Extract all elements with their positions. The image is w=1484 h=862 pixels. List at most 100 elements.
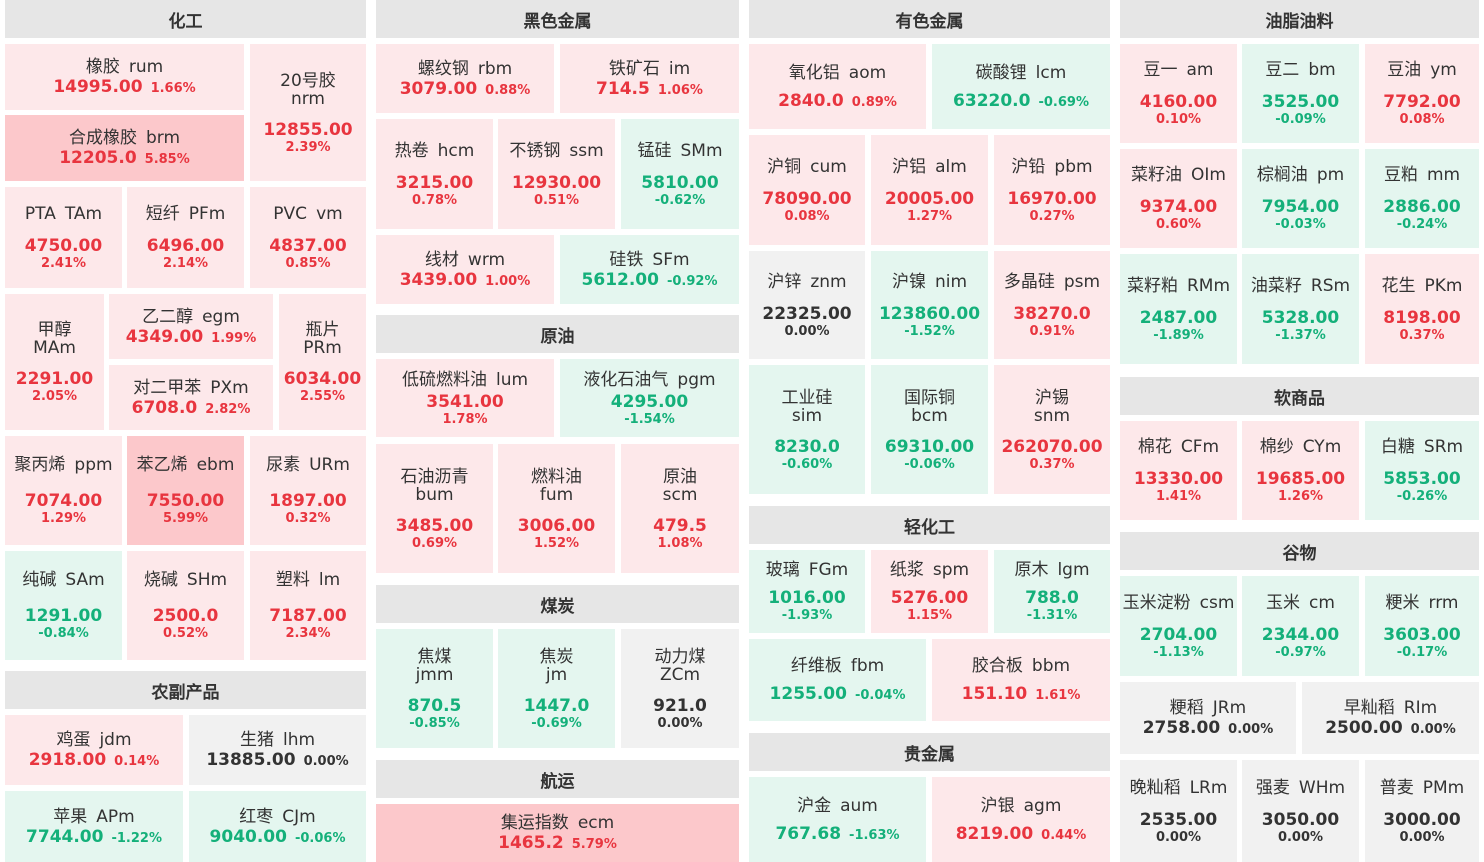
tile-URm[interactable]: 尿素 URm 1897.00 0.32% <box>250 436 366 545</box>
tile-ym[interactable]: 豆油 ym 7792.00 0.08% <box>1365 44 1479 143</box>
tile-znm[interactable]: 沪锌 znm 22325.00 0.00% <box>749 251 865 359</box>
tile-jm[interactable]: 焦炭 jm 1447.0 -0.69% <box>498 629 615 748</box>
tile-SRm[interactable]: 白糖 SRm 5853.00 -0.26% <box>1365 421 1479 520</box>
tile-bm[interactable]: 豆二 bm 3525.00 -0.09% <box>1242 44 1359 143</box>
tile-cum[interactable]: 沪铜 cum 78090.00 0.08% <box>749 135 865 245</box>
tile-JRm[interactable]: 粳稻 JRm 2758.00 0.00% <box>1120 682 1296 754</box>
tile-bbm[interactable]: 胶合板 bbm 151.10 1.61% <box>932 639 1110 721</box>
tile-price: 767.68 <box>775 823 842 844</box>
tile-name: 螺纹钢 rbm <box>417 58 513 79</box>
tile-CYm[interactable]: 棉纱 CYm 19685.00 1.26% <box>1242 421 1359 520</box>
tile-psm[interactable]: 多晶硅 psm 38270.0 0.91% <box>994 251 1110 359</box>
tile-brm[interactable]: 合成橡胶 brm 12205.0 5.85% <box>5 115 244 181</box>
tile-change: 5.85% <box>144 152 190 167</box>
tile-im[interactable]: 铁矿石 im 714.5 1.06% <box>560 44 739 113</box>
tile-TAm[interactable]: PTA TAm 4750.00 2.41% <box>5 187 122 288</box>
tile-rbm[interactable]: 螺纹钢 rbm 3079.00 0.88% <box>376 44 554 113</box>
tile-SMm[interactable]: 锰硅 SMm 5810.00 -0.62% <box>621 119 739 229</box>
tile-pbm[interactable]: 沪铅 pbm 16970.00 0.27% <box>994 135 1110 245</box>
tile-cm[interactable]: 玉米 cm 2344.00 -0.97% <box>1242 576 1359 676</box>
tile-RSm[interactable]: 油菜籽 RSm 5328.00 -1.37% <box>1242 254 1359 364</box>
tile-change: -0.17% <box>1396 644 1448 660</box>
tile-CJm[interactable]: 红枣 CJm 9040.00 -0.06% <box>189 791 366 862</box>
tile-lgm[interactable]: 原木 lgm 788.0 -1.31% <box>994 550 1110 633</box>
tile-SAm[interactable]: 纯碱 SAm 1291.00 -0.84% <box>5 551 122 660</box>
tile-pm[interactable]: 棕榈油 pm 7954.00 -0.03% <box>1242 149 1359 248</box>
tile-jdm[interactable]: 鸡蛋 jdm 2918.00 0.14% <box>5 715 183 785</box>
tile-ZCm[interactable]: 动力煤 ZCm 921.0 0.00% <box>621 629 739 748</box>
tile-jmm[interactable]: 焦煤 jmm 870.5 -0.85% <box>376 629 493 748</box>
tile-PFm[interactable]: 短纤 PFm 6496.00 2.14% <box>127 187 244 288</box>
tile-nim[interactable]: 沪镍 nim 123860.00 -1.52% <box>871 251 988 359</box>
tile-fum[interactable]: 燃料油 fum 3006.00 1.52% <box>498 444 615 573</box>
tile-mm[interactable]: 豆粕 mm 2886.00 -0.24% <box>1365 149 1479 248</box>
tile-ppm[interactable]: 聚丙烯 ppm 7074.00 1.29% <box>5 436 122 545</box>
tile-snm[interactable]: 沪锡 snm 262070.00 0.37% <box>994 365 1110 494</box>
tile-PXm[interactable]: 对二甲苯 PXm 6708.0 2.82% <box>109 365 273 430</box>
tile-change: -0.84% <box>38 626 89 641</box>
tile-name: 燃料油 fum <box>531 466 582 505</box>
tile-price: 12205.0 <box>59 148 137 168</box>
tile-PRm[interactable]: 瓶片 PRm 6034.00 2.55% <box>279 294 366 430</box>
tile-name: 20号胶 nrm <box>280 70 336 109</box>
tile-change: 2.34% <box>285 626 331 641</box>
tile-scm[interactable]: 原油 scm 479.5 1.08% <box>621 444 739 573</box>
tile-rum[interactable]: 橡胶 rum 14995.00 1.66% <box>5 44 244 110</box>
tile-csm[interactable]: 玉米淀粉 csm 2704.00 -1.13% <box>1120 576 1237 676</box>
tile-APm[interactable]: 苹果 APm 7744.00 -1.22% <box>5 791 183 862</box>
tile-lcm[interactable]: 碳酸锂 lcm 63220.0 -0.69% <box>932 44 1110 129</box>
tile-pgm[interactable]: 液化石油气 pgm 4295.00 -1.54% <box>560 359 739 437</box>
tile-name: 沪银 agm <box>980 795 1062 816</box>
tile-CFm[interactable]: 棉花 CFm 13330.00 1.41% <box>1120 421 1237 520</box>
tile-rrm[interactable]: 粳米 rrm 3603.00 -0.17% <box>1365 576 1479 676</box>
tile-wrm[interactable]: 线材 wrm 3439.00 1.00% <box>376 235 554 304</box>
tile-egm[interactable]: 乙二醇 egm 4349.00 1.99% <box>109 294 273 359</box>
tile-MAm[interactable]: 甲醇 MAm 2291.00 2.05% <box>5 294 104 430</box>
tile-change: 1.08% <box>657 535 703 551</box>
tile-aum[interactable]: 沪金 aum 767.68 -1.63% <box>749 777 926 862</box>
tile-change: -1.37% <box>1275 327 1326 343</box>
tile-RIm[interactable]: 早籼稻 RIm 2500.00 0.00% <box>1302 682 1479 754</box>
tile-ecm[interactable]: 集运指数 ecm 1465.2 5.79% <box>376 804 739 862</box>
tile-ebm[interactable]: 苯乙烯 ebm 7550.00 5.99% <box>127 436 244 545</box>
tile-lum[interactable]: 低硫燃料油 lum 3541.00 1.78% <box>376 359 554 437</box>
tile-name: 锰硅 SMm <box>637 140 723 161</box>
tile-am[interactable]: 豆一 am 4160.00 0.10% <box>1120 44 1237 143</box>
tile-bcm[interactable]: 国际铜 bcm 69310.00 -0.06% <box>871 365 988 494</box>
tile-bum[interactable]: 石油沥青 bum 3485.00 0.69% <box>376 444 493 573</box>
tile-spm[interactable]: 纸浆 spm 5276.00 1.15% <box>871 550 988 633</box>
tile-FGm[interactable]: 玻璃 FGm 1016.00 -1.93% <box>749 550 865 633</box>
tile-price: 2344.00 <box>1261 624 1340 645</box>
section-header-nonferrous: 有色金属 <box>749 0 1110 38</box>
tile-agm[interactable]: 沪银 agm 8219.00 0.44% <box>932 777 1110 862</box>
tile-SFm[interactable]: 硅铁 SFm 5612.00 -0.92% <box>560 235 739 304</box>
tile-PKm[interactable]: 花生 PKm 8198.00 0.37% <box>1365 254 1479 364</box>
tile-price: 12930.00 <box>511 172 602 193</box>
tile-change: -0.85% <box>409 715 460 731</box>
tile-fbm[interactable]: 纤维板 fbm 1255.00 -0.04% <box>749 639 926 721</box>
tile-price: 7187.00 <box>269 606 347 626</box>
tile-change: -0.69% <box>531 715 582 731</box>
tile-change: 0.14% <box>114 754 160 769</box>
tile-name: 氧化铝 aom <box>788 62 887 83</box>
tile-change: 0.10% <box>1155 112 1202 127</box>
tile-alm[interactable]: 沪铝 alm 20005.00 1.27% <box>871 135 988 245</box>
tile-aom[interactable]: 氧化铝 aom 2840.0 0.89% <box>749 44 926 129</box>
tile-lm[interactable]: 塑料 lm 7187.00 2.34% <box>250 551 366 660</box>
tile-SHm[interactable]: 烧碱 SHm 2500.0 0.52% <box>127 551 244 660</box>
tile-sim[interactable]: 工业硅 sim 8230.0 -0.60% <box>749 365 865 494</box>
tile-price: 1016.00 <box>768 588 846 608</box>
tile-price: 123860.00 <box>878 303 981 324</box>
tile-RMm[interactable]: 菜籽粕 RMm 2487.00 -1.89% <box>1120 254 1237 364</box>
tile-WHm[interactable]: 强麦 WHm 3050.00 0.00% <box>1242 760 1359 862</box>
tile-vm[interactable]: PVC vm 4837.00 0.85% <box>250 187 366 288</box>
tile-LRm[interactable]: 晚籼稻 LRm 2535.00 0.00% <box>1120 760 1237 862</box>
tile-change: 0.88% <box>485 82 531 98</box>
tile-OIm[interactable]: 菜籽油 OIm 9374.00 0.60% <box>1120 149 1237 248</box>
tile-hcm[interactable]: 热卷 hcm 3215.00 0.78% <box>376 119 493 229</box>
tile-name: 豆二 bm <box>1265 60 1336 80</box>
tile-nrm[interactable]: 20号胶 nrm 12855.00 2.39% <box>250 44 366 181</box>
tile-lhm[interactable]: 生猪 lhm 13885.00 0.00% <box>189 715 366 785</box>
tile-PMm[interactable]: 普麦 PMm 3000.00 0.00% <box>1365 760 1479 862</box>
tile-ssm[interactable]: 不锈钢 ssm 12930.00 0.51% <box>498 119 615 229</box>
